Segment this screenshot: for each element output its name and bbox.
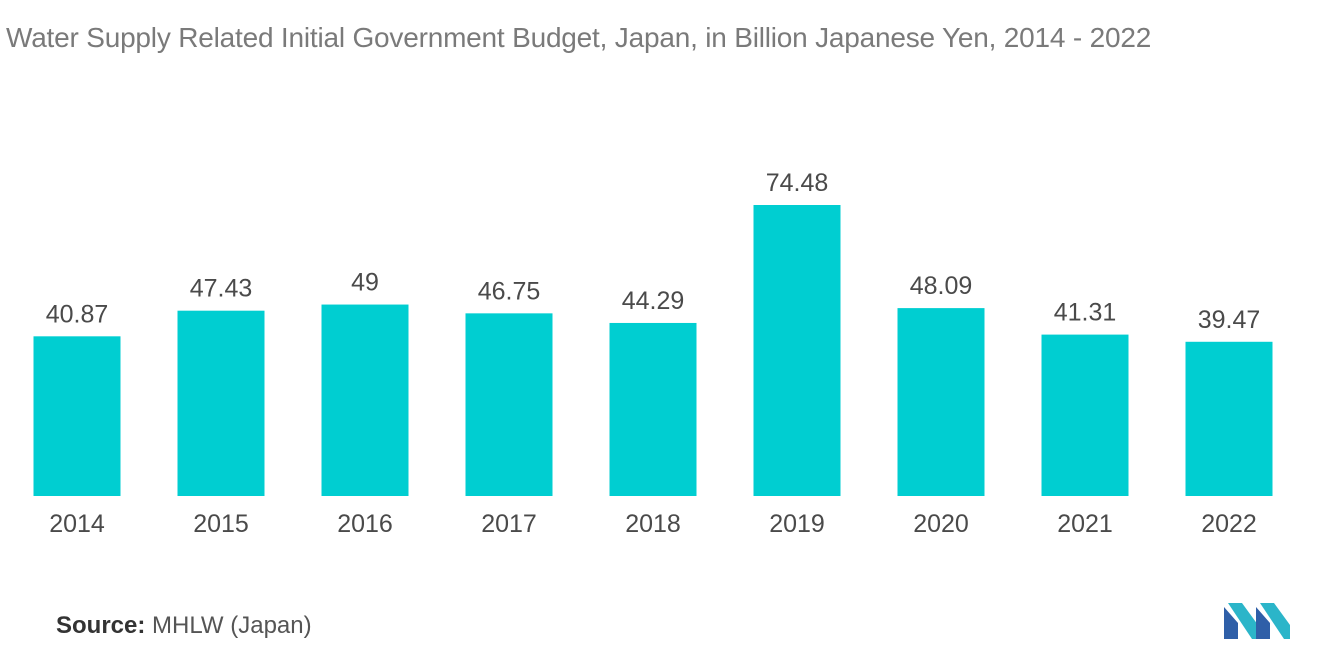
bar-2019 (753, 205, 841, 496)
data-label-2017: 46.75 (478, 277, 541, 305)
data-label-2018: 44.29 (622, 287, 685, 315)
data-label-2016: 49 (351, 269, 379, 297)
bar-2022 (1185, 341, 1273, 496)
x-tick-label-2018: 2018 (625, 510, 681, 538)
data-label-2014: 40.87 (46, 300, 109, 328)
x-tick-label-2019: 2019 (769, 510, 825, 538)
data-label-2019: 74.48 (766, 169, 829, 197)
x-tick-label-2016: 2016 (337, 510, 393, 538)
source-value: MHLW (Japan) (152, 612, 312, 639)
data-label-2021: 41.31 (1054, 299, 1117, 327)
bar-2017 (465, 313, 553, 496)
mordor-intelligence-logo-icon (1224, 603, 1290, 639)
x-tick-label-2014: 2014 (49, 510, 105, 538)
x-tick-label-2015: 2015 (193, 510, 249, 538)
bar-2016 (321, 304, 409, 496)
x-tick-label-2017: 2017 (481, 510, 537, 538)
bar-2014 (33, 336, 121, 496)
data-label-2015: 47.43 (190, 275, 253, 303)
x-tick-label-2021: 2021 (1057, 510, 1113, 538)
bar-2021 (1041, 334, 1129, 496)
bar-chart: 40.87 2014 47.43 2015 49 2016 46.75 2017 44.29 20… (33, 169, 1273, 538)
source-note: Source: MHLW (Japan) (56, 612, 312, 640)
data-label-2022: 39.47 (1198, 306, 1261, 334)
x-tick-label-2022: 2022 (1201, 510, 1257, 538)
x-tick-label-2020: 2020 (913, 510, 969, 538)
bar-2020 (897, 308, 985, 496)
chart-title: Water Supply Related Initial Government … (6, 22, 1152, 53)
bar-2015 (177, 310, 265, 496)
bar-2018 (609, 322, 697, 496)
source-label: Source: (56, 612, 146, 639)
data-label-2020: 48.09 (910, 272, 973, 300)
